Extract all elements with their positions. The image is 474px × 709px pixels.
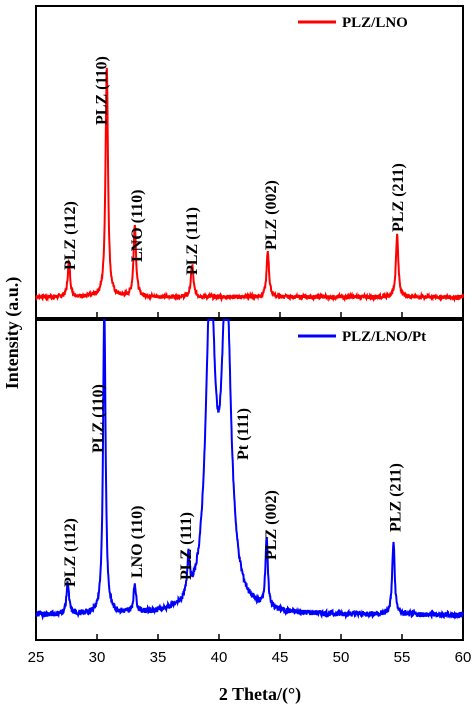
- x-tick-label: 40: [211, 649, 228, 666]
- peak-label: PLZ (111): [178, 512, 195, 580]
- peak-label: LNO (110): [129, 506, 146, 578]
- top-panel: PLZ/LNO PLZ (112) PLZ (110) LNO (110) PLZ (1…: [35, 5, 464, 319]
- x-tick-label: 55: [394, 649, 411, 666]
- peak-label: PLZ (110): [94, 56, 111, 125]
- peak-label: PLZ (111): [184, 207, 201, 275]
- peak-label: PLZ (211): [388, 463, 405, 532]
- x-tick-label: 25: [28, 649, 45, 666]
- peak-label: PLZ (110): [90, 384, 107, 453]
- peak-label: LNO (110): [129, 190, 146, 262]
- y-axis-title: Intensity (a.u.): [2, 277, 23, 390]
- peak-label: PLZ (211): [390, 163, 407, 232]
- peak-label: PLZ (002): [263, 490, 280, 560]
- x-tick-label: 60: [455, 649, 472, 666]
- x-tick-label: 30: [89, 649, 106, 666]
- x-tick-label: 35: [150, 649, 167, 666]
- bottom-legend-label: PLZ/LNO/Pt: [342, 329, 426, 345]
- top-panel-frame: [35, 5, 464, 319]
- top-legend-label: PLZ/LNO: [342, 15, 408, 31]
- x-axis: 25 30 35 40 45 50 55 60: [28, 649, 472, 666]
- peak-label: PLZ (002): [263, 180, 280, 250]
- bottom-panel-frame: [35, 319, 464, 641]
- x-axis-title: 2 Theta/(°): [219, 684, 301, 705]
- x-tick-label: 45: [272, 649, 289, 666]
- bottom-panel: PLZ/LNO/Pt PLZ (112) PLZ (110) LNO (110) PLZ…: [35, 319, 464, 641]
- x-tick-label: 50: [333, 649, 350, 666]
- peak-label: Pt (111): [235, 408, 252, 460]
- bottom-series-line: [35, 319, 464, 621]
- peak-label: PLZ (112): [62, 201, 79, 270]
- peak-label: PLZ (112): [62, 518, 79, 587]
- top-series-line: [35, 67, 464, 303]
